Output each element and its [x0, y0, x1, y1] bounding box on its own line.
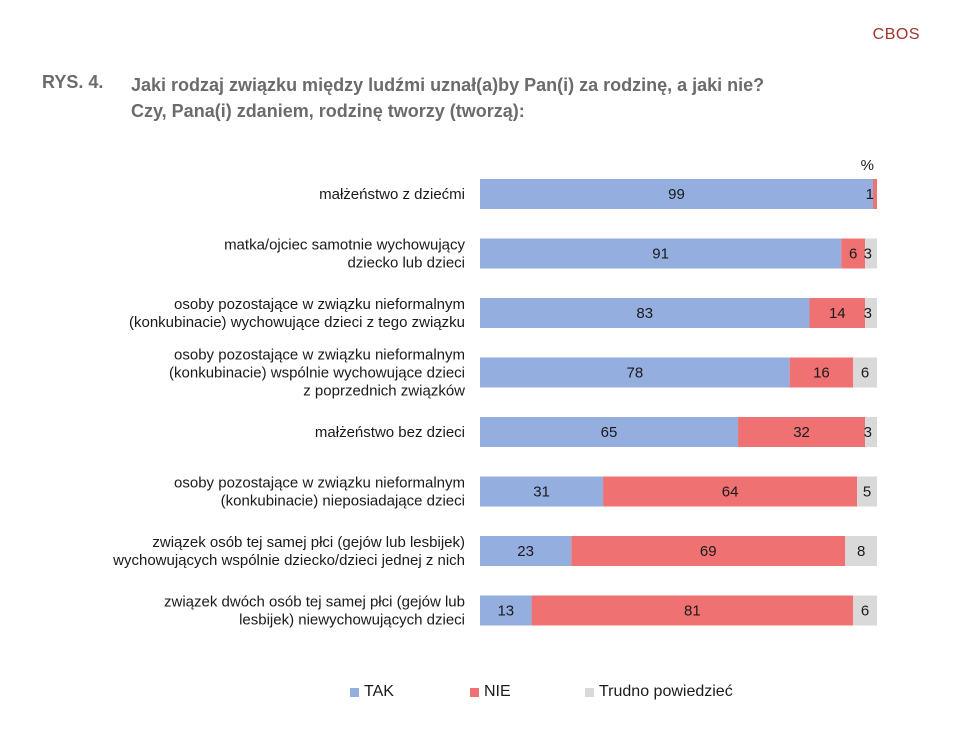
legend-label-tak: TAK	[364, 683, 394, 700]
data-label: 3	[864, 246, 872, 263]
category-label: wychowujących wspólnie dziecko/dzieci je…	[112, 552, 465, 569]
bar-segment-tak	[480, 238, 842, 269]
unit-label: %	[861, 157, 874, 174]
bar-segment-trudno	[865, 298, 877, 328]
bar-segment-nie	[841, 238, 866, 269]
bar-segment-trudno	[865, 417, 877, 447]
category-label: osoby pozostające w związku nieformalnym	[174, 347, 465, 364]
bar-segment-trudno	[857, 476, 877, 507]
category-label: małżeństwo bez dzieci	[315, 424, 465, 441]
bar-segment-tak	[480, 357, 790, 388]
data-label: 5	[863, 484, 871, 501]
data-label: 65	[601, 424, 618, 441]
bar-segment-nie	[789, 357, 854, 388]
legend-label-trudno: Trudno powiedzieć	[599, 683, 733, 700]
legend-item-nie: NIE	[470, 683, 511, 701]
data-label: 83	[636, 305, 653, 322]
bar-segment-tak	[480, 476, 604, 507]
category-label: osoby pozostające w związku nieformalnym	[174, 296, 465, 313]
bar-segment-trudno	[845, 536, 877, 566]
figure-title-line-1: Jaki rodzaj związku między ludźmi uznał(…	[131, 75, 765, 95]
bar-segment-nie	[873, 179, 877, 209]
data-label: 69	[700, 543, 717, 560]
category-label: związek osób tej samej płci (gejów lub l…	[152, 534, 465, 551]
data-label: 3	[864, 305, 872, 322]
bar-segment-tak	[480, 536, 572, 566]
data-label: 23	[517, 543, 534, 560]
category-label: (konkubinacie) wychowujące dzieci z tego…	[129, 314, 465, 331]
bar-segment-tak	[480, 179, 874, 209]
figure-title-line-2: Czy, Pana(i) zdaniem, rodzinę tworzy (tw…	[131, 101, 525, 121]
legend-swatch-tak	[350, 687, 359, 697]
bar-segment-trudno	[853, 595, 877, 626]
category-label: osoby pozostające w związku nieformalnym	[174, 475, 465, 492]
data-label: 13	[497, 603, 514, 620]
bar-segment-trudno	[865, 238, 877, 269]
category-label: (konkubinacie) nieposiadające dzieci	[221, 493, 465, 510]
data-label: 31	[533, 484, 550, 501]
legend-item-tak: TAK	[350, 683, 394, 701]
category-label: matka/ojciec samotnie wychowujący	[224, 237, 465, 254]
bar-segment-tak	[480, 298, 810, 328]
bar-segment-nie	[603, 476, 858, 507]
data-label: 78	[626, 365, 643, 382]
data-label: 81	[684, 603, 701, 620]
bar-segment-nie	[531, 595, 854, 626]
category-label: małżeństwo z dziećmi	[319, 186, 465, 203]
data-label: 6	[861, 603, 869, 620]
figure-title: Jaki rodzaj związku między ludźmi uznał(…	[131, 72, 891, 124]
stacked-bar-chart: % małżeństwo z dziećmi 99 1 matka/ojciec sam…	[112, 157, 877, 629]
category-label: (konkubinacie) wspólnie wychowujące dzie…	[169, 365, 465, 382]
legend-item-trudno: Trudno powiedzieć	[585, 683, 733, 701]
bar-segment-nie	[809, 298, 866, 328]
bar-segment-nie	[738, 417, 866, 447]
legend-swatch-trudno	[585, 687, 594, 697]
category-label: dziecko lub dzieci	[347, 255, 465, 272]
data-label: 3	[864, 424, 872, 441]
chart-legend: TAK NIE Trudno powiedzieć	[0, 683, 967, 703]
bar-segment-trudno	[853, 357, 877, 388]
legend-swatch-nie	[470, 687, 479, 697]
bar-segment-tak	[480, 595, 532, 626]
data-label: 32	[793, 424, 810, 441]
category-label: związek dwóch osób tej samej płci (gejów…	[164, 594, 465, 611]
data-label: 99	[668, 186, 685, 203]
bar-segment-nie	[571, 536, 846, 566]
category-label: z poprzednich związków	[303, 383, 465, 400]
data-label: 8	[857, 543, 865, 560]
data-label: 1	[866, 186, 874, 203]
category-label: lesbijek) niewychowujących dzieci	[239, 612, 465, 629]
brand-logo: CBOS	[872, 26, 920, 43]
data-label: 6	[849, 246, 857, 263]
figure-label: RYS. 4.	[42, 72, 104, 92]
data-label: 16	[813, 365, 830, 382]
data-label: 64	[722, 484, 739, 501]
data-label: 6	[861, 365, 869, 382]
legend-label-nie: NIE	[484, 683, 511, 700]
data-label: 14	[829, 305, 846, 322]
bar-segment-tak	[480, 417, 739, 447]
data-label: 91	[652, 246, 669, 263]
